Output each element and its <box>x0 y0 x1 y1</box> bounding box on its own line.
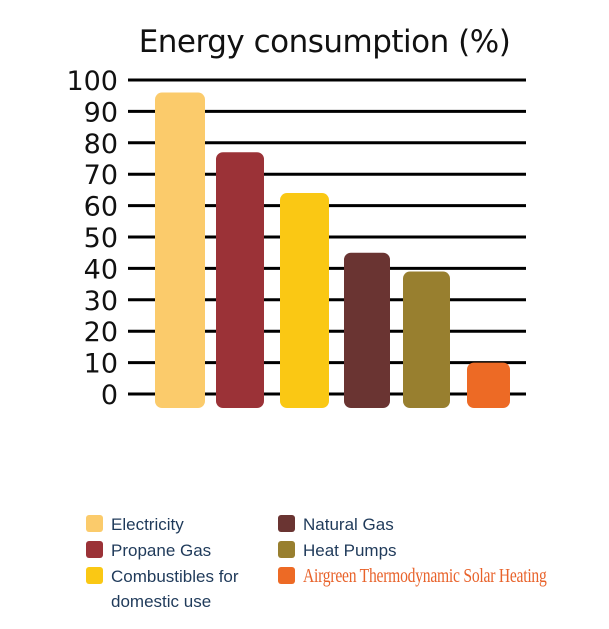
legend-swatch-heat-pumps <box>278 541 295 558</box>
legend-item-electricity: Electricity <box>86 512 184 537</box>
y-tick-label: 10 <box>84 349 118 380</box>
bar-combustibles-for-domestic-use <box>280 193 329 408</box>
y-tick-label: 50 <box>84 223 118 254</box>
y-tick-label: 30 <box>84 286 118 317</box>
legend-label: Combustibles for domestic use <box>111 567 239 611</box>
y-tick-label: 20 <box>84 317 118 348</box>
y-tick-label: 90 <box>84 97 118 128</box>
y-tick-label: 0 <box>101 380 118 411</box>
bar-airgreen-thermodynamic-solar-heating <box>467 362 510 408</box>
chart-title: Energy consumption (%) <box>138 24 511 60</box>
legend-item-heat-pumps: Heat Pumps <box>278 538 397 563</box>
legend-swatch-propane-gas <box>86 541 103 558</box>
legend-item-combustibles: Combustibles for domestic use <box>86 564 271 614</box>
y-tick-label: 70 <box>84 160 118 191</box>
legend-swatch-natural-gas <box>278 515 295 532</box>
y-tick-label: 40 <box>84 254 118 285</box>
legend-swatch-electricity <box>86 515 103 532</box>
bar-natural-gas <box>344 252 390 408</box>
legend-swatch-combustibles <box>86 567 103 584</box>
bar-heat-pumps <box>403 271 450 408</box>
legend-label: Electricity <box>111 515 184 534</box>
legend-item-airgreen: Airgreen Thermodynamic Solar Heating <box>278 564 609 589</box>
legend-label: Airgreen Thermodynamic Solar Heating <box>303 565 547 587</box>
legend-label: Heat Pumps <box>303 541 397 560</box>
legend-item-natural-gas: Natural Gas <box>278 512 394 537</box>
legend-label: Natural Gas <box>303 515 394 534</box>
legend-label: Propane Gas <box>111 541 212 560</box>
bar-propane-gas <box>216 152 264 408</box>
legend-swatch-airgreen <box>278 567 295 584</box>
y-tick-label: 60 <box>84 192 118 223</box>
y-tick-label: 80 <box>84 129 118 160</box>
bar-electricity <box>155 92 205 408</box>
legend-item-propane-gas: Propane Gas <box>86 538 211 563</box>
y-tick-label: 100 <box>66 66 118 97</box>
